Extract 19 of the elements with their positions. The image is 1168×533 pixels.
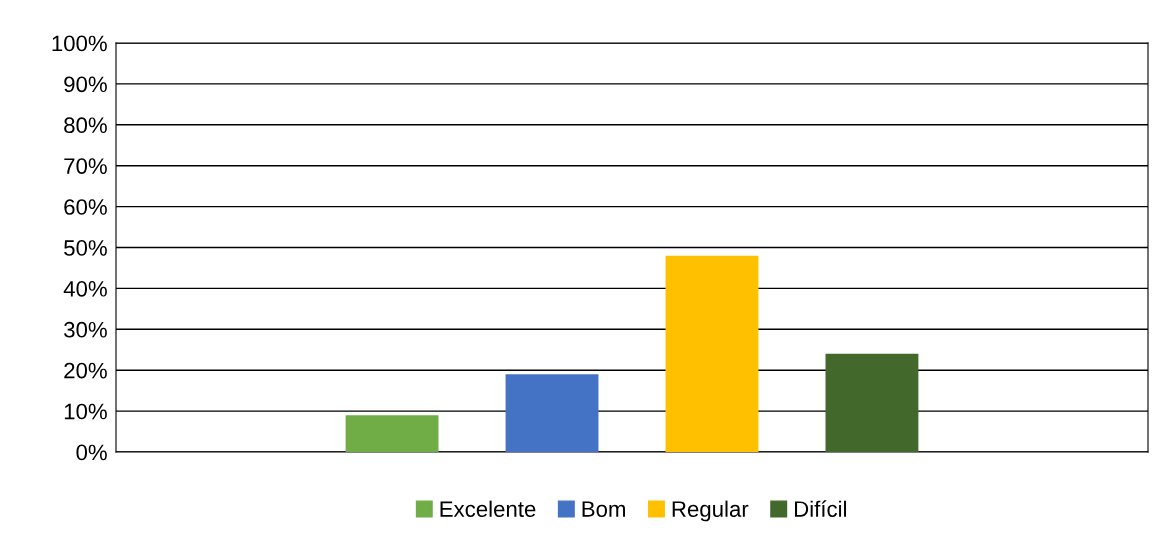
y-tick-label: 10% — [64, 403, 107, 420]
bar — [665, 255, 759, 452]
y-tick-label: 70% — [64, 158, 107, 174]
y-tick-label: 100% — [52, 35, 107, 52]
legend-label: Bom — [582, 501, 625, 517]
y-tick-label: 30% — [64, 321, 107, 338]
legend-label: Difícil — [794, 500, 846, 517]
bar — [825, 353, 919, 452]
y-tick-label: 0% — [76, 444, 107, 461]
legend-label: Excelente — [440, 500, 536, 517]
y-tick-label: 50% — [64, 240, 107, 256]
y-tick-label: 20% — [64, 362, 107, 379]
y-tick-label: 90% — [64, 76, 107, 93]
bar — [345, 415, 439, 452]
y-tick-label: 60% — [64, 199, 107, 215]
y-tick-label: 40% — [63, 280, 107, 297]
legend-label: Regular — [672, 500, 749, 522]
y-tick-label: 80% — [64, 117, 107, 134]
bar — [505, 374, 599, 452]
